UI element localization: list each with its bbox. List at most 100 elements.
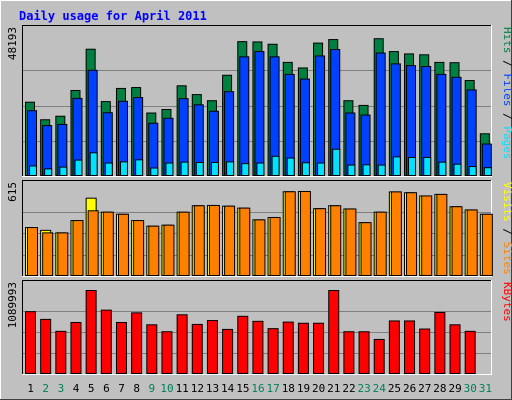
bar-pages-day-13 xyxy=(210,161,219,176)
bar-sites-day-13 xyxy=(208,204,220,276)
bar-sites-day-24 xyxy=(375,211,387,276)
bar-sites-day-11 xyxy=(178,211,190,276)
bar-pages-day-2 xyxy=(44,168,53,176)
bar-kbytes-day-2 xyxy=(40,318,52,375)
bar-pages-day-26 xyxy=(408,156,417,176)
bar-files-day-19 xyxy=(299,78,310,176)
bar-kbytes-day-6 xyxy=(100,309,112,375)
legend-entry-sites: Sites xyxy=(501,242,512,275)
bar-kbytes-day-4 xyxy=(70,321,82,375)
bar-sites-day-14 xyxy=(224,205,236,276)
bar-kbytes-day-25 xyxy=(388,320,400,375)
legend-separator: / xyxy=(501,54,512,74)
legend-entry-visits: Visits xyxy=(501,182,512,222)
bar-kbytes-day-18 xyxy=(282,321,294,375)
bar-pages-day-28 xyxy=(438,161,447,177)
bar-kbytes-day-8 xyxy=(131,312,143,375)
bar-pages-day-20 xyxy=(317,162,326,176)
legend-separator: / xyxy=(501,107,512,127)
day-label-25: 25 xyxy=(388,382,401,395)
bar-sites-day-7 xyxy=(117,213,129,276)
day-label-30: 30 xyxy=(464,382,477,395)
bar-sites-day-31 xyxy=(481,213,493,276)
bar-files-day-20 xyxy=(315,55,326,176)
day-label-2: 2 xyxy=(42,382,49,395)
day-label-8: 8 xyxy=(133,382,140,395)
bar-sites-day-9 xyxy=(148,225,160,277)
day-label-22: 22 xyxy=(342,382,355,395)
max-value-label: 48193 xyxy=(6,27,19,60)
bar-sites-day-20 xyxy=(315,208,327,276)
bar-sites-day-17 xyxy=(269,216,281,276)
day-label-7: 7 xyxy=(118,382,125,395)
bar-kbytes-day-9 xyxy=(146,324,158,375)
day-label-12: 12 xyxy=(191,382,204,395)
bar-kbytes-day-11 xyxy=(176,314,188,374)
day-label-11: 11 xyxy=(176,382,189,395)
day-label-31: 31 xyxy=(479,382,492,395)
chart-title: Daily usage for April 2011 xyxy=(19,9,207,23)
bar-kbytes-day-23 xyxy=(358,331,370,375)
bar-pages-day-10 xyxy=(165,162,174,176)
legend-entry-hits: Hits xyxy=(501,27,512,54)
bar-files-day-30 xyxy=(466,89,477,176)
bar-pages-day-6 xyxy=(104,162,113,176)
bar-pages-day-14 xyxy=(226,161,235,177)
bar-kbytes-day-22 xyxy=(343,331,355,375)
panel-hits-files-pages: 48193 Hits / Files / Pages xyxy=(6,25,512,177)
legend-entry-pages: Pages xyxy=(501,126,512,159)
bar-files-day-15 xyxy=(239,56,250,176)
bar-sites-day-26 xyxy=(406,192,418,276)
day-label-16: 16 xyxy=(251,382,264,395)
bar-sites-day-4 xyxy=(72,220,84,277)
bar-kbytes-day-3 xyxy=(55,330,67,374)
bar-sites-day-3 xyxy=(57,232,69,276)
bar-sites-day-8 xyxy=(133,220,145,277)
series-legend: Visits / Sites xyxy=(501,182,512,275)
day-label-13: 13 xyxy=(206,382,219,395)
bar-files-day-29 xyxy=(451,76,462,176)
day-label-6: 6 xyxy=(103,382,110,395)
bar-sites-day-25 xyxy=(390,191,402,276)
legend-entry-kbytes: KBytes xyxy=(501,282,512,322)
day-label-3: 3 xyxy=(58,382,65,395)
legend-separator: / xyxy=(501,222,512,242)
bar-pages-day-31 xyxy=(483,167,492,177)
bar-sites-day-23 xyxy=(360,222,372,276)
day-label-4: 4 xyxy=(73,382,80,395)
bar-sites-day-2 xyxy=(42,232,54,276)
series-legend: Hits / Files / Pages xyxy=(501,27,512,160)
bar-kbytes-day-16 xyxy=(252,320,264,374)
bar-pages-day-9 xyxy=(150,167,159,176)
bar-pages-day-19 xyxy=(301,162,310,176)
day-label-21: 21 xyxy=(327,382,340,395)
bar-kbytes-day-20 xyxy=(313,322,325,374)
bar-pages-day-12 xyxy=(195,161,204,176)
bar-kbytes-day-27 xyxy=(419,328,431,375)
day-label-19: 19 xyxy=(297,382,310,395)
day-label-23: 23 xyxy=(358,382,371,395)
series-legend: KBytes xyxy=(501,282,512,322)
bar-sites-day-29 xyxy=(451,206,463,277)
bar-kbytes-day-24 xyxy=(373,338,385,374)
bar-kbytes-day-13 xyxy=(206,320,218,374)
bar-sites-day-18 xyxy=(284,191,296,276)
bar-pages-day-29 xyxy=(453,163,462,177)
day-label-26: 26 xyxy=(403,382,416,395)
bar-sites-day-22 xyxy=(345,208,357,277)
day-label-1: 1 xyxy=(27,382,34,395)
day-axis-labels: 1 2 3 4 5 6 7 8 9 10 11 12 13 14 15 16 17 18 19 20 21 22 23 24 2… xyxy=(27,382,492,395)
bar-kbytes-day-12 xyxy=(191,323,203,374)
day-label-9: 9 xyxy=(149,382,156,395)
day-label-18: 18 xyxy=(282,382,295,395)
bar-sites-day-12 xyxy=(193,205,205,276)
bar-sites-day-28 xyxy=(436,193,448,277)
max-value-label: 1089993 xyxy=(6,282,19,328)
legend-entry-files: Files xyxy=(501,73,512,106)
bar-pages-day-27 xyxy=(423,156,432,176)
bar-kbytes-day-30 xyxy=(464,330,476,374)
bar-pages-day-23 xyxy=(362,164,371,177)
bar-files-day-2 xyxy=(42,125,53,176)
